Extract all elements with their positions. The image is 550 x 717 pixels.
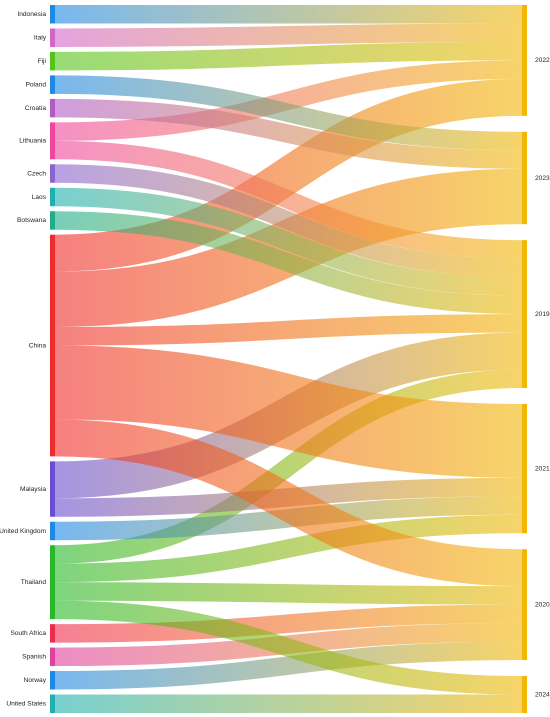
label-indonesia: Indonesia	[17, 11, 46, 18]
node-malaysia	[50, 461, 55, 517]
node-laos	[50, 187, 55, 207]
label-south-africa: South Africa	[10, 630, 46, 637]
node-thailand	[50, 545, 55, 620]
node-2020	[522, 549, 527, 661]
label-croatia: Croatia	[25, 105, 47, 112]
node-china	[50, 234, 55, 457]
label-2024: 2024	[535, 691, 550, 698]
node-czech	[50, 164, 55, 183]
node-fiji	[50, 51, 55, 71]
label-united-states: United States	[6, 701, 46, 708]
label-spanish: Spanish	[22, 654, 46, 661]
link-laos-2019	[54, 187, 523, 296]
node-united-kingdom	[50, 521, 55, 541]
node-poland	[50, 75, 55, 94]
label-poland: Poland	[25, 81, 46, 88]
label-china: China	[29, 342, 47, 349]
link-czech-2019	[54, 164, 523, 278]
link-china-2019	[54, 314, 523, 346]
link-thailand-2019	[54, 369, 523, 564]
node-indonesia	[50, 5, 55, 24]
label-2022: 2022	[535, 57, 550, 64]
node-united-states	[50, 694, 55, 713]
node-croatia	[50, 98, 55, 118]
link-poland-2023	[54, 75, 523, 151]
node-2023	[522, 131, 527, 225]
label-2021: 2021	[535, 465, 550, 472]
node-2019	[522, 240, 527, 388]
link-thailand-2021	[54, 514, 523, 583]
nodes-layer	[50, 5, 527, 713]
link-thailand-2020	[54, 582, 523, 605]
link-norway-2020	[54, 641, 523, 690]
label-2023: 2023	[535, 175, 550, 182]
links-layer	[54, 4, 523, 714]
label-thailand: Thailand	[21, 579, 47, 586]
label-lithuania: Lithuania	[19, 138, 46, 145]
label-2020: 2020	[535, 601, 550, 608]
node-2021	[522, 403, 527, 534]
link-italy-2022	[54, 23, 523, 47]
label-fiji: Fiji	[38, 58, 47, 65]
label-botswana: Botswana	[17, 217, 46, 224]
node-norway	[50, 671, 55, 690]
link-croatia-2023	[54, 98, 523, 169]
node-italy	[50, 28, 55, 47]
link-lithuania-2022	[54, 60, 523, 141]
link-south-africa-2020	[54, 604, 523, 643]
label-italy: Italy	[34, 34, 47, 41]
label-malaysia: Malaysia	[20, 486, 46, 493]
node-2022	[522, 5, 527, 116]
label-norway: Norway	[24, 677, 47, 684]
link-china-2021	[54, 345, 523, 478]
node-lithuania	[50, 122, 55, 160]
node-spanish	[50, 647, 55, 667]
link-botswana-2019	[54, 211, 523, 315]
node-2024	[522, 676, 527, 713]
link-lithuania-2019	[54, 140, 523, 259]
label-2019: 2019	[535, 311, 550, 318]
labels-layer: 2019 2020 2021 2022 2023 2024 Indonesia Italy Fi…	[0, 11, 550, 708]
link-china-2022	[54, 78, 523, 272]
link-thailand-2024	[54, 600, 523, 695]
label-laos: Laos	[32, 194, 47, 201]
node-south-africa	[50, 624, 55, 643]
link-china-2020	[54, 419, 523, 587]
link-fiji-2022	[54, 41, 523, 71]
label-united-kingdom: United Kingdom	[0, 528, 47, 535]
label-czech: Czech	[27, 170, 46, 177]
node-botswana	[50, 211, 55, 230]
